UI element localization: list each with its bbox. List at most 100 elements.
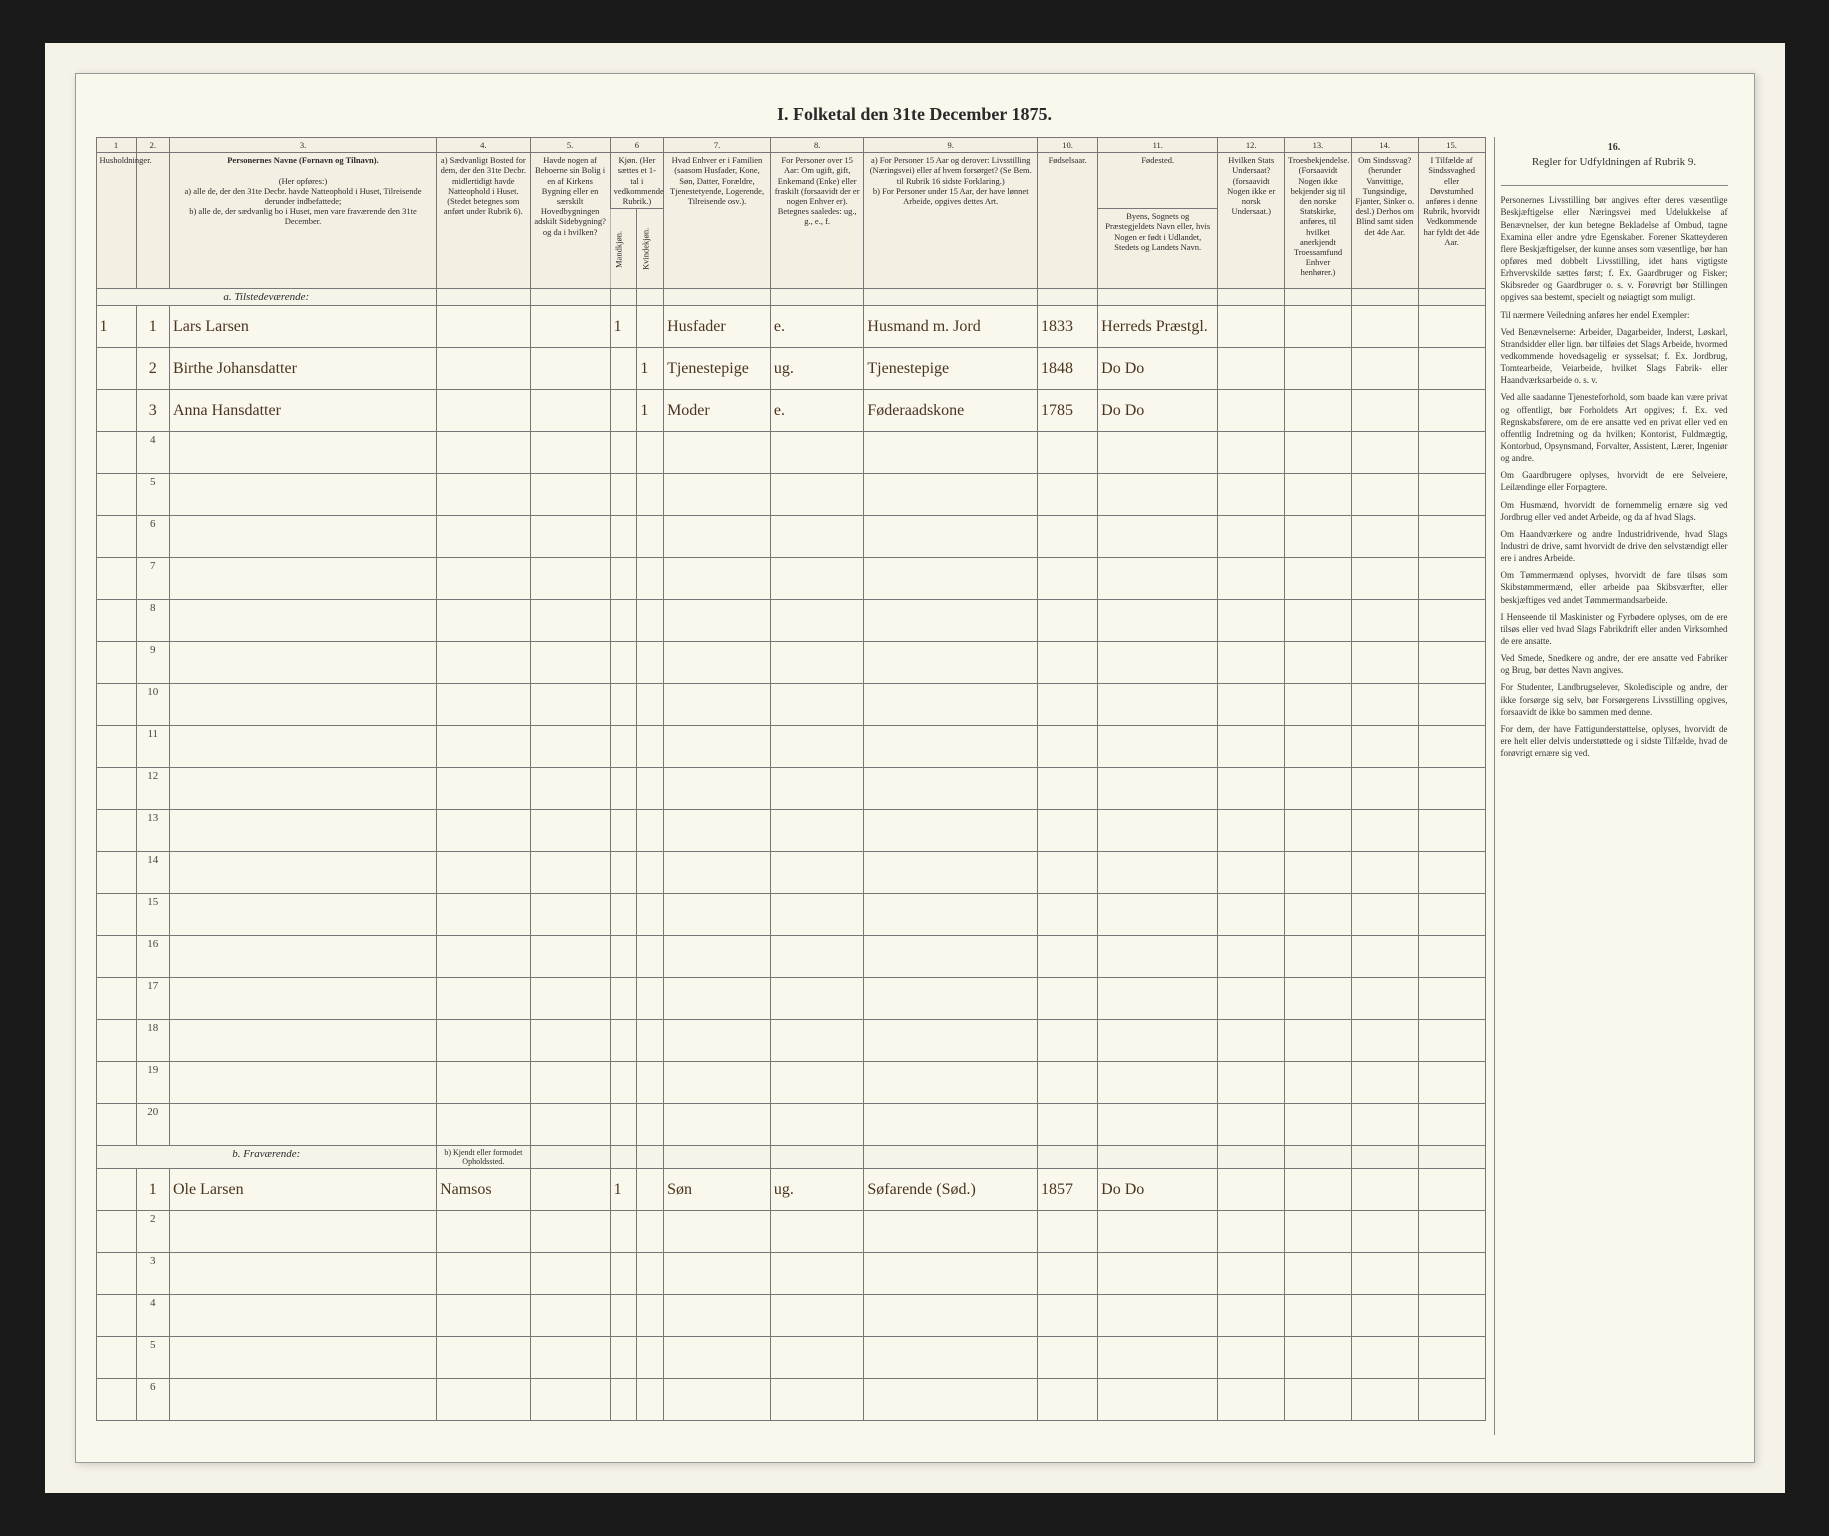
cell [437, 768, 530, 810]
section-row: a. Tilstedeværende: [96, 289, 1485, 306]
cell [1418, 726, 1485, 768]
cell [610, 726, 637, 768]
colnum-14: 14. [1351, 138, 1418, 153]
cell [1218, 1104, 1285, 1146]
cell [1038, 1104, 1098, 1146]
cell [1351, 1253, 1418, 1295]
cell: Birthe Johansdatter [169, 348, 436, 390]
rules-paragraph: Til nærmere Veiledning anføres her endel… [1501, 309, 1728, 321]
cell [169, 768, 436, 810]
cell [637, 1379, 664, 1421]
cell: Husfader [664, 306, 771, 348]
cell [1351, 726, 1418, 768]
cell [864, 1062, 1038, 1104]
cell [530, 306, 610, 348]
cell [770, 600, 863, 642]
cell [610, 1337, 637, 1379]
cell [1218, 1379, 1285, 1421]
cell [1418, 894, 1485, 936]
cell [437, 1104, 530, 1146]
cell [637, 474, 664, 516]
cell [437, 978, 530, 1020]
cell: 18 [136, 1020, 169, 1062]
cell [664, 978, 771, 1020]
cell [530, 642, 610, 684]
cell [864, 558, 1038, 600]
cell [1418, 642, 1485, 684]
cell [1418, 852, 1485, 894]
cell: Føderaadskone [864, 390, 1038, 432]
table-row: 4 [96, 432, 1485, 474]
cell [530, 1211, 610, 1253]
cell [96, 936, 136, 978]
cell [1351, 894, 1418, 936]
cell: Anna Hansdatter [169, 390, 436, 432]
cell: e. [770, 306, 863, 348]
cell [169, 642, 436, 684]
cell [1098, 978, 1218, 1020]
cell [1098, 1379, 1218, 1421]
cell [610, 768, 637, 810]
table-row: 11Lars Larsen1Husfadere.Husmand m. Jord1… [96, 306, 1485, 348]
cell [437, 1020, 530, 1062]
rules-paragraph: Ved alle saadanne Tjenesteforhold, som b… [1501, 391, 1728, 464]
cell [1098, 1253, 1218, 1295]
cell [637, 306, 664, 348]
cell [1285, 390, 1352, 432]
cell [437, 600, 530, 642]
cell [1098, 1062, 1218, 1104]
cell [610, 1295, 637, 1337]
cell: 15 [136, 894, 169, 936]
cell: Lars Larsen [169, 306, 436, 348]
cell: ug. [770, 348, 863, 390]
cell: 1 [136, 306, 169, 348]
hdr-c2 [136, 153, 169, 289]
cell [96, 432, 136, 474]
cell [96, 600, 136, 642]
cell [610, 474, 637, 516]
cell [96, 810, 136, 852]
cell [1098, 726, 1218, 768]
hdr-c15: I Tilfælde af Sindssvaghed eller Døvstum… [1418, 153, 1485, 289]
main-layout: 1 2. 3. 4. 5. 6 7. 8. 9. 10. 11. 12. [96, 137, 1734, 1435]
cell [1038, 810, 1098, 852]
cell [1351, 642, 1418, 684]
cell [664, 1211, 771, 1253]
cell [1285, 642, 1352, 684]
colnum-5: 5. [530, 138, 610, 153]
cell [437, 474, 530, 516]
rules-paragraph: Personernes Livsstilling bør angives eft… [1501, 194, 1728, 303]
cell [1218, 432, 1285, 474]
cell [664, 642, 771, 684]
cell [1098, 1211, 1218, 1253]
cell [437, 390, 530, 432]
cell [1418, 810, 1485, 852]
cell [1418, 1211, 1485, 1253]
cell [1218, 684, 1285, 726]
table-row: 8 [96, 600, 1485, 642]
cell [770, 978, 863, 1020]
cell [1351, 1062, 1418, 1104]
hdr-c6b: Kvindekjøn. [637, 209, 664, 289]
cell: 14 [136, 852, 169, 894]
cell [1218, 558, 1285, 600]
cell [637, 1253, 664, 1295]
rules-body: Personernes Livsstilling bør angives eft… [1501, 194, 1728, 759]
cell [1098, 810, 1218, 852]
cell [1351, 684, 1418, 726]
cell: 3 [136, 390, 169, 432]
cell [169, 1253, 436, 1295]
cell [1418, 684, 1485, 726]
cell [1218, 768, 1285, 810]
cell [664, 1104, 771, 1146]
cell [1038, 1253, 1098, 1295]
cell [1285, 1337, 1352, 1379]
cell [530, 894, 610, 936]
cell [1038, 1295, 1098, 1337]
cell: Moder [664, 390, 771, 432]
cell [1351, 810, 1418, 852]
cell [1418, 348, 1485, 390]
colnum-8: 8. [770, 138, 863, 153]
cell [1285, 1253, 1352, 1295]
cell: Søfarende (Sød.) [864, 1169, 1038, 1211]
